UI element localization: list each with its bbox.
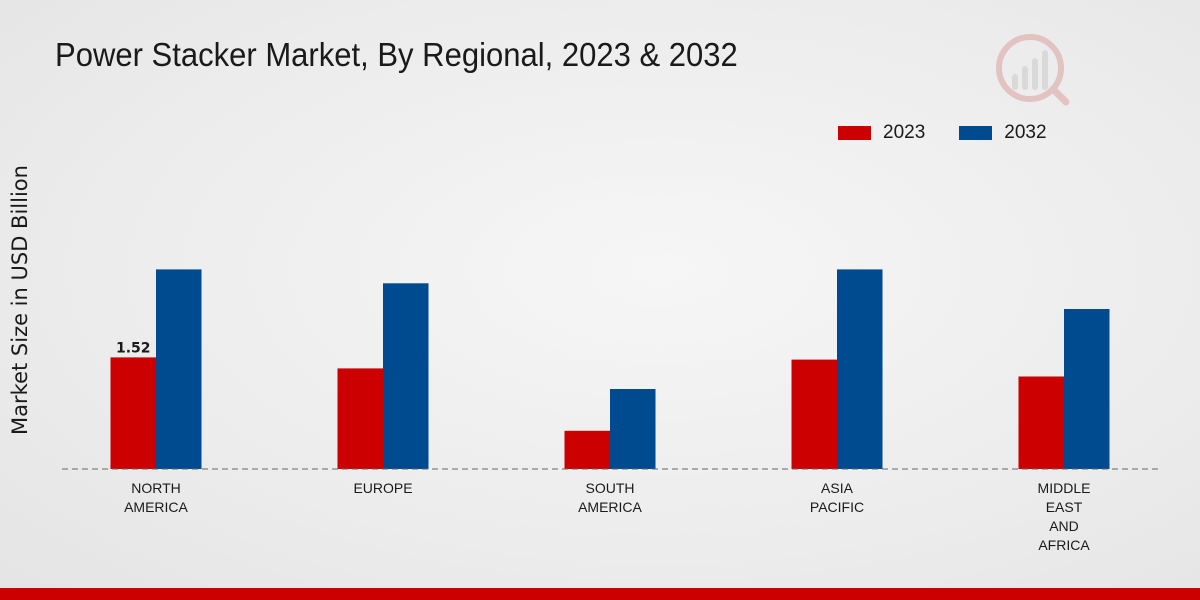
bar-2023-4 xyxy=(1018,376,1064,469)
x-tick-label-line: NORTH xyxy=(131,480,181,496)
bar-2032-0 xyxy=(156,269,202,469)
legend-label-2023: 2023 xyxy=(883,122,926,143)
chart-title: Power Stacker Market, By Regional, 2023 … xyxy=(55,36,738,73)
legend-item-2032: 2032 xyxy=(959,122,1047,144)
bar-2023-2 xyxy=(564,430,610,469)
x-tick-label-line: AND xyxy=(1049,518,1079,534)
legend-swatch-2023 xyxy=(838,126,871,140)
bar-2023-3 xyxy=(791,359,837,469)
data-labels: 1.52 xyxy=(116,340,151,356)
bottom-accent-bar xyxy=(0,588,1200,600)
legend-swatch-2032 xyxy=(959,126,993,140)
x-tick-label-4: MIDDLE EAST AND AFRICA xyxy=(1038,480,1091,553)
bar-2023-1 xyxy=(337,368,383,469)
watermark-logo-icon xyxy=(996,34,1070,106)
bar-2032-2 xyxy=(610,389,656,469)
bar-2032-1 xyxy=(383,283,429,469)
x-tick-label-0: NORTH AMERICA xyxy=(124,480,188,515)
x-tick-label-line: AFRICA xyxy=(1038,537,1090,553)
bar-2032-4 xyxy=(1064,309,1110,469)
data-label-2023-0: 1.52 xyxy=(116,340,151,356)
legend-item-2023: 2023 xyxy=(838,122,925,144)
x-tick-label-line: PACIFIC xyxy=(810,499,864,515)
bar-2032-3 xyxy=(837,269,883,469)
x-tick-label-line: SOUTH xyxy=(586,480,635,496)
x-tick-label-3: ASIA PACIFIC xyxy=(810,480,864,515)
x-tick-label-line: AMERICA xyxy=(578,499,642,515)
bar-2023-0 xyxy=(110,357,156,469)
x-tick-label-1: EUROPE xyxy=(353,480,412,496)
x-tick-label-2: SOUTH AMERICA xyxy=(578,480,642,515)
x-tick-label-line: MIDDLE xyxy=(1038,480,1091,496)
x-tick-labels: NORTH AMERICA EUROPE SOUTH AMERICA ASIA PACIFI… xyxy=(124,480,1090,553)
x-tick-label-line: EUROPE xyxy=(353,480,412,496)
x-tick-label-line: ASIA xyxy=(821,480,854,496)
x-tick-label-line: EAST xyxy=(1046,499,1083,515)
bars-group xyxy=(110,269,1110,469)
legend: 2023 2032 xyxy=(838,122,1081,144)
x-tick-label-line: AMERICA xyxy=(124,499,188,515)
legend-label-2032: 2032 xyxy=(1004,122,1047,143)
